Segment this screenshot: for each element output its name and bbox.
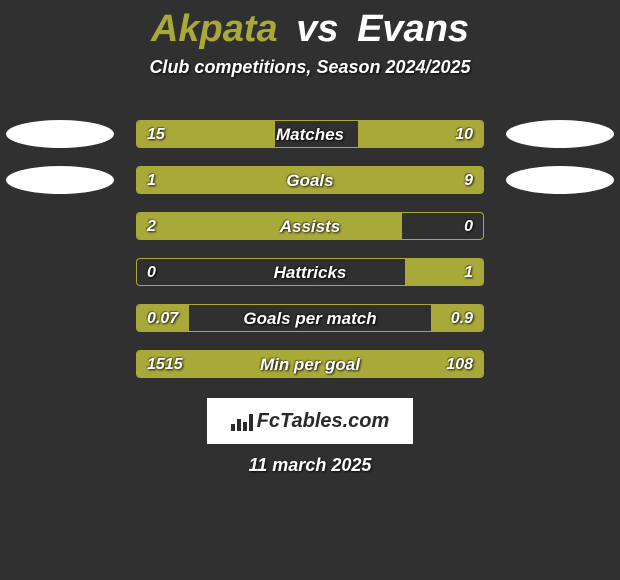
- date-label: 11 march 2025: [0, 455, 620, 476]
- stat-bar: 01Hattricks: [136, 258, 484, 286]
- stat-label: Assists: [137, 213, 483, 240]
- branding-text: FcTables.com: [257, 410, 390, 433]
- stat-label: Goals: [137, 167, 483, 194]
- stat-label: Hattricks: [137, 259, 483, 286]
- player1-badge: [6, 166, 114, 194]
- stat-bar: 19Goals: [136, 166, 484, 194]
- page-title: Akpata vs Evans: [0, 0, 620, 51]
- stat-row: 19Goals: [0, 166, 620, 212]
- player1-name: Akpata: [151, 8, 278, 50]
- stat-row: 20Assists: [0, 212, 620, 258]
- stat-rows: 1510Matches 19Goals 20Assists 01Hattricks 0.…: [0, 120, 620, 396]
- stat-bar: 0.070.9Goals per match: [136, 304, 484, 332]
- stat-label: Matches: [137, 121, 483, 148]
- subtitle: Club competitions, Season 2024/2025: [0, 57, 620, 78]
- stat-row: 0.070.9Goals per match: [0, 304, 620, 350]
- stat-row: 1510Matches: [0, 120, 620, 166]
- stat-label: Goals per match: [137, 305, 483, 332]
- branding-badge: FcTables.com: [207, 398, 413, 444]
- player2-name: Evans: [357, 8, 469, 50]
- stat-row: 1515108Min per goal: [0, 350, 620, 396]
- stat-label: Min per goal: [137, 351, 483, 378]
- stat-bar: 1515108Min per goal: [136, 350, 484, 378]
- bar-chart-icon: [231, 411, 253, 431]
- title-vs: vs: [296, 8, 338, 50]
- stat-bar: 20Assists: [136, 212, 484, 240]
- stat-bar: 1510Matches: [136, 120, 484, 148]
- player1-badge: [6, 120, 114, 148]
- comparison-infographic: Akpata vs Evans Club competitions, Seaso…: [0, 0, 620, 580]
- player2-badge: [506, 120, 614, 148]
- stat-row: 01Hattricks: [0, 258, 620, 304]
- player2-badge: [506, 166, 614, 194]
